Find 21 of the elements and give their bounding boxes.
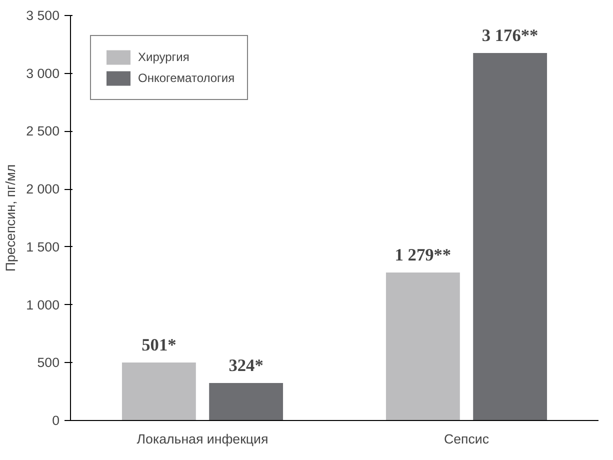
bar bbox=[473, 52, 548, 420]
y-tick-label: 2 000 bbox=[26, 182, 60, 197]
legend-label: Хирургия bbox=[138, 50, 190, 64]
data-label: 3 176** bbox=[482, 26, 538, 45]
data-label: 1 279** bbox=[394, 246, 452, 264]
x-tick-label: Сепсис bbox=[444, 432, 490, 446]
bar bbox=[122, 362, 196, 420]
bar bbox=[209, 383, 284, 420]
y-tick-label: 3 000 bbox=[26, 66, 60, 81]
x-tick-label: Локальная инфекция bbox=[136, 432, 268, 446]
y-tick-label: 3 500 bbox=[26, 8, 60, 23]
y-tick-label: 0 bbox=[52, 413, 60, 428]
legend-label: Онкогематология bbox=[138, 71, 235, 85]
y-tick-label: 500 bbox=[37, 355, 60, 370]
y-tick-label: 1 000 bbox=[26, 297, 60, 312]
data-label: 324* bbox=[228, 356, 264, 376]
bar bbox=[386, 272, 460, 420]
y-tick-label: 1 500 bbox=[26, 239, 60, 254]
y-tick-label: 2 500 bbox=[26, 124, 60, 139]
data-label: 501* bbox=[142, 336, 176, 355]
y-axis-title: Пресепсин, пг/мл bbox=[3, 164, 18, 272]
